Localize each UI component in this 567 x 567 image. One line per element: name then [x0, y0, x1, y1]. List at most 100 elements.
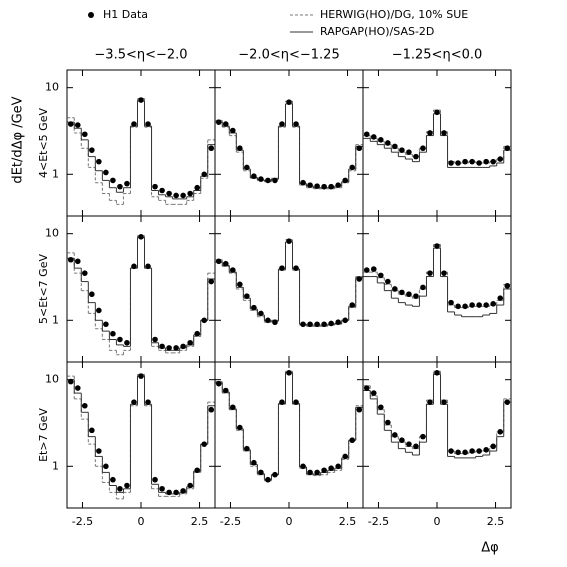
- data-point: [356, 145, 363, 152]
- data-point: [117, 485, 123, 492]
- data-point: [427, 399, 433, 405]
- panel-title: −2.0<η<−1.25: [238, 48, 339, 63]
- data-point: [448, 299, 454, 306]
- data-point: [67, 121, 74, 127]
- data-point: [321, 467, 327, 474]
- data-point: [201, 441, 208, 447]
- data-point: [434, 109, 440, 116]
- y-tick-label: 10: [45, 373, 59, 386]
- data-point: [314, 469, 320, 476]
- data-point: [314, 321, 320, 328]
- data-point: [124, 180, 130, 187]
- data-point: [187, 482, 193, 489]
- x-axis-label: Δφ: [481, 541, 498, 556]
- data-point: [392, 286, 398, 292]
- data-point: [81, 131, 88, 138]
- data-point: [448, 448, 454, 454]
- data-point: [392, 432, 398, 438]
- data-point: [385, 419, 391, 426]
- data-point: [504, 399, 511, 405]
- data-point: [124, 482, 130, 489]
- data-point: [307, 182, 313, 188]
- x-tick-label: -2.5: [368, 515, 389, 528]
- data-point: [349, 437, 356, 444]
- data-point: [504, 283, 511, 289]
- x-tick-label: -2.5: [220, 515, 241, 528]
- data-point: [335, 463, 341, 470]
- data-point: [286, 238, 292, 244]
- x-tick-label: 0: [138, 515, 145, 528]
- data-point: [237, 424, 243, 431]
- data-point: [328, 183, 334, 190]
- data-point: [293, 265, 299, 271]
- data-point: [476, 448, 482, 454]
- data-point: [74, 258, 81, 265]
- data-point: [258, 176, 264, 182]
- data-point: [138, 97, 144, 103]
- data-point: [152, 183, 158, 190]
- panel-title: −1.25<η<0.0: [392, 48, 483, 63]
- data-point: [131, 121, 137, 127]
- data-point: [272, 177, 278, 184]
- x-tick-label: 2.5: [339, 515, 357, 528]
- data-point: [427, 270, 433, 276]
- data-point: [131, 399, 137, 405]
- data-point: [67, 256, 74, 263]
- y-tick-label: 10: [45, 81, 59, 94]
- data-point: [399, 147, 405, 153]
- data-point: [321, 321, 327, 328]
- data-point: [180, 343, 186, 350]
- data-point: [363, 267, 370, 273]
- data-point: [208, 406, 215, 413]
- data-point: [370, 134, 377, 140]
- data-point: [131, 263, 137, 270]
- data-point: [244, 293, 250, 299]
- y-tick-label: 1: [52, 167, 59, 180]
- x-tick-label: 2.5: [487, 515, 505, 528]
- data-point: [229, 404, 236, 411]
- data-point: [441, 399, 447, 405]
- y-tick-label: 1: [52, 313, 59, 326]
- data-point: [490, 158, 497, 165]
- data-point: [469, 448, 475, 454]
- x-tick-label: 0: [434, 515, 441, 528]
- data-point: [349, 302, 356, 308]
- data-point: [152, 476, 158, 483]
- data-point: [117, 336, 123, 343]
- data-point: [138, 373, 144, 379]
- data-point: [258, 310, 264, 317]
- data-point: [229, 267, 236, 273]
- data-point: [265, 476, 271, 483]
- data-point: [237, 281, 243, 288]
- data-point: [187, 339, 193, 346]
- data-point: [145, 263, 151, 270]
- data-point: [497, 156, 504, 162]
- x-tick-label: 2.5: [191, 515, 209, 528]
- data-point: [272, 319, 278, 326]
- data-point: [96, 158, 102, 165]
- data-point: [476, 160, 482, 166]
- data-point: [265, 317, 271, 324]
- data-point: [490, 443, 497, 450]
- data-point: [201, 171, 208, 178]
- data-point: [377, 272, 384, 279]
- data-point: [328, 465, 334, 472]
- data-point: [462, 449, 468, 456]
- data-point: [96, 307, 102, 314]
- legend-label: RAPGAP(HO)/SAS-2D: [320, 25, 434, 38]
- y-axis-label: dEt/dΔφ /GeV: [11, 96, 26, 183]
- data-point: [138, 234, 144, 240]
- data-point: [413, 443, 419, 450]
- data-point: [286, 370, 292, 376]
- data-point: [307, 321, 313, 328]
- panel-title: −3.5<η<−2.0: [94, 48, 187, 63]
- data-point: [335, 319, 341, 326]
- data-point: [300, 321, 306, 328]
- data-point: [399, 289, 405, 296]
- data-point: [392, 143, 398, 150]
- data-point: [279, 265, 285, 271]
- data-point: [504, 145, 511, 152]
- data-point: [194, 467, 201, 474]
- y-tick-label: 10: [45, 227, 59, 240]
- data-point: [469, 158, 475, 165]
